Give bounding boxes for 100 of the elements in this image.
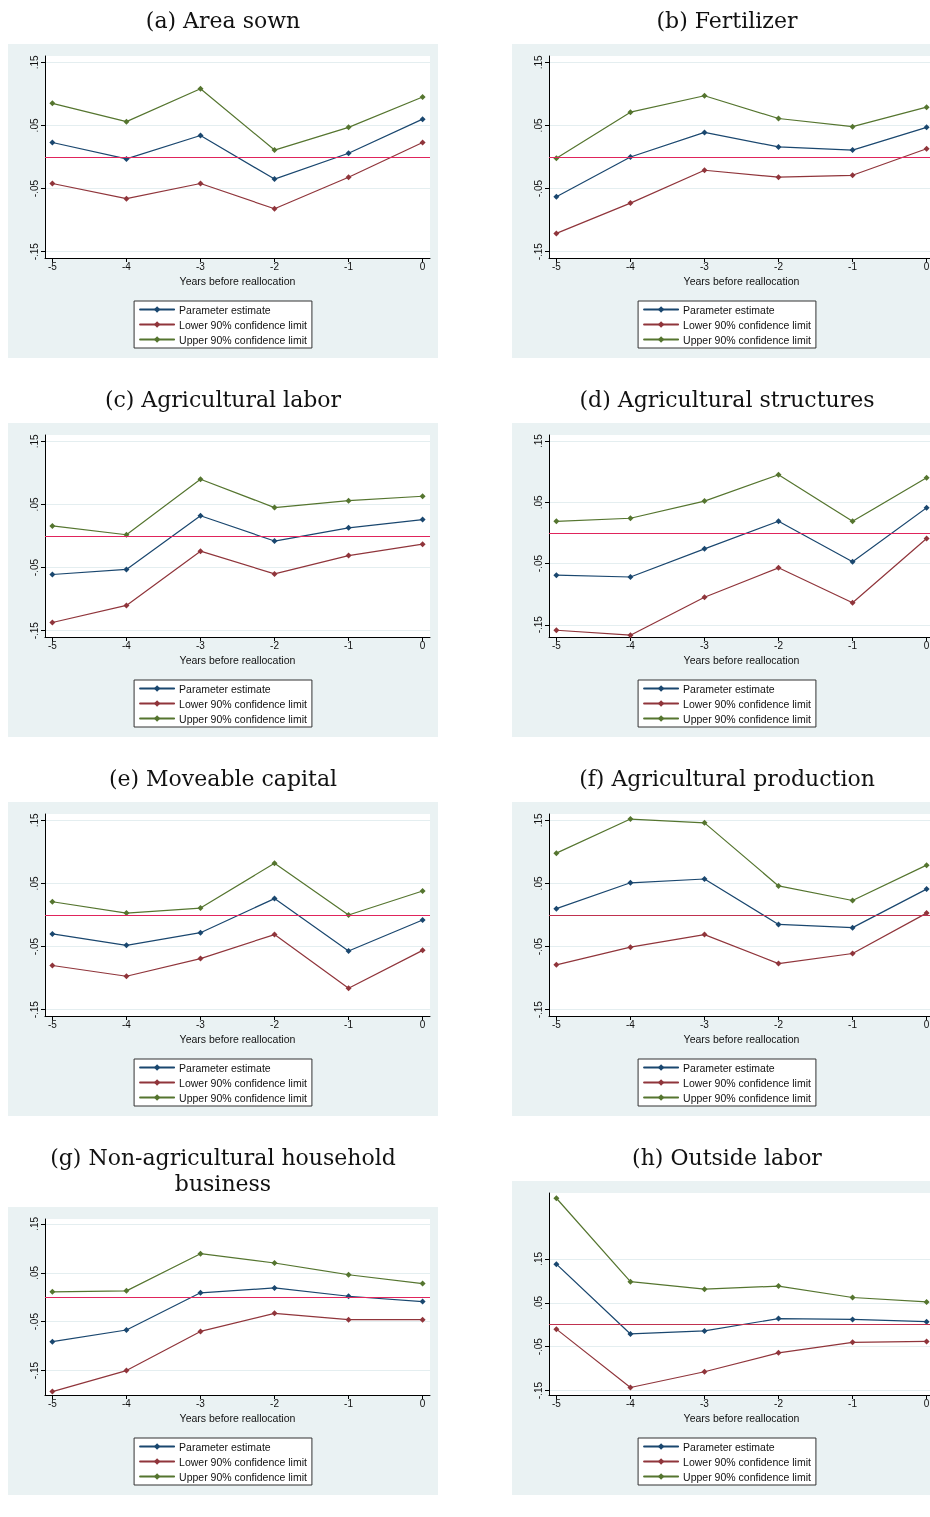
- point: [271, 538, 278, 545]
- point: [49, 100, 56, 107]
- point: [923, 104, 930, 111]
- chart-title: (g) Non-agricultural household business: [49, 1145, 397, 1197]
- point: [123, 118, 130, 125]
- point: [123, 942, 130, 949]
- x-axis-title: Years before reallocation: [683, 275, 800, 288]
- point: [923, 1318, 930, 1325]
- y-tick-label: -.05: [532, 937, 544, 956]
- legend-label: Lower 90% confidence limit: [179, 1076, 307, 1089]
- point: [775, 471, 782, 478]
- legend-label: Upper 90% confidence limit: [683, 1470, 811, 1483]
- x-tick-label: -3: [700, 639, 710, 651]
- x-tick-label: -5: [551, 1397, 562, 1409]
- x-axis-title: Years before reallocation: [683, 654, 800, 667]
- point: [345, 150, 352, 157]
- point: [775, 1283, 782, 1290]
- x-tick-label: -4: [121, 260, 132, 272]
- y-tick-label: -.05: [28, 937, 40, 956]
- x-tick-label: -4: [121, 639, 132, 651]
- point: [553, 1326, 560, 1333]
- point: [701, 876, 708, 883]
- point: [701, 931, 708, 938]
- point: [923, 124, 930, 131]
- point: [271, 860, 278, 867]
- x-axis-title: Years before reallocation: [683, 1033, 800, 1046]
- point: [923, 474, 930, 481]
- point: [49, 1288, 56, 1295]
- legend-label: Upper 90% confidence limit: [179, 1470, 307, 1483]
- point: [197, 1250, 204, 1257]
- point: [849, 147, 856, 154]
- point: [923, 535, 930, 542]
- chart-title: (d) Agricultural structures: [578, 387, 876, 413]
- point: [419, 493, 426, 500]
- point: [775, 1349, 782, 1356]
- y-tick-label: -.05: [28, 179, 40, 198]
- legend-label: Parameter estimate: [683, 1061, 775, 1074]
- point: [923, 862, 930, 869]
- y-tick-label: -.15: [28, 1000, 40, 1019]
- point: [701, 92, 708, 99]
- point: [123, 195, 130, 202]
- x-tick-label: 0: [923, 260, 930, 272]
- x-tick-label: -4: [121, 1397, 132, 1409]
- point: [345, 497, 352, 504]
- point: [775, 518, 782, 525]
- y-tick-label: -.15: [28, 1361, 40, 1380]
- x-tick-label: -4: [625, 260, 636, 272]
- y-tick-label: -.15: [28, 242, 40, 261]
- point: [701, 498, 708, 505]
- point: [627, 879, 634, 886]
- x-tick-label: -1: [848, 1397, 858, 1409]
- point: [701, 545, 708, 552]
- point: [627, 109, 634, 116]
- point: [923, 504, 930, 511]
- point: [553, 572, 560, 579]
- x-tick-label: -5: [47, 1397, 58, 1409]
- point: [553, 230, 560, 237]
- point: [49, 898, 56, 905]
- point: [271, 205, 278, 212]
- point: [271, 504, 278, 511]
- legend-label: Upper 90% confidence limit: [683, 333, 811, 346]
- point: [49, 139, 56, 146]
- point: [701, 129, 708, 136]
- point: [271, 570, 278, 577]
- y-tick-label: .15: [28, 54, 40, 70]
- y-tick-label: -.15: [532, 615, 544, 634]
- legend-label: Upper 90% confidence limit: [683, 712, 811, 725]
- point: [923, 1338, 930, 1345]
- point: [775, 564, 782, 571]
- point: [627, 1330, 634, 1337]
- point: [627, 944, 634, 951]
- x-tick-label: -5: [551, 1018, 562, 1030]
- point: [345, 124, 352, 131]
- legend-label: Lower 90% confidence limit: [683, 318, 811, 331]
- point: [345, 174, 352, 181]
- point: [197, 476, 204, 483]
- x-tick-label: -2: [774, 260, 784, 272]
- point: [849, 599, 856, 606]
- point: [123, 1287, 130, 1294]
- point: [775, 921, 782, 928]
- point: [197, 512, 204, 519]
- legend-label: Parameter estimate: [683, 303, 775, 316]
- point: [197, 929, 204, 936]
- point: [553, 905, 560, 912]
- point: [553, 627, 560, 634]
- point: [849, 1294, 856, 1301]
- x-axis-title: Years before reallocation: [179, 275, 296, 288]
- point: [419, 917, 426, 924]
- point: [123, 1367, 130, 1374]
- x-tick-label: -5: [551, 639, 562, 651]
- y-tick-label: .15: [532, 54, 544, 70]
- y-tick-label: .15: [28, 1216, 40, 1231]
- point: [849, 123, 856, 130]
- point: [271, 1284, 278, 1291]
- point: [923, 886, 930, 893]
- y-tick-label: .05: [532, 494, 544, 510]
- point: [419, 94, 426, 101]
- y-tick-label: .05: [532, 118, 544, 133]
- point: [701, 819, 708, 826]
- x-tick-label: 0: [419, 639, 426, 651]
